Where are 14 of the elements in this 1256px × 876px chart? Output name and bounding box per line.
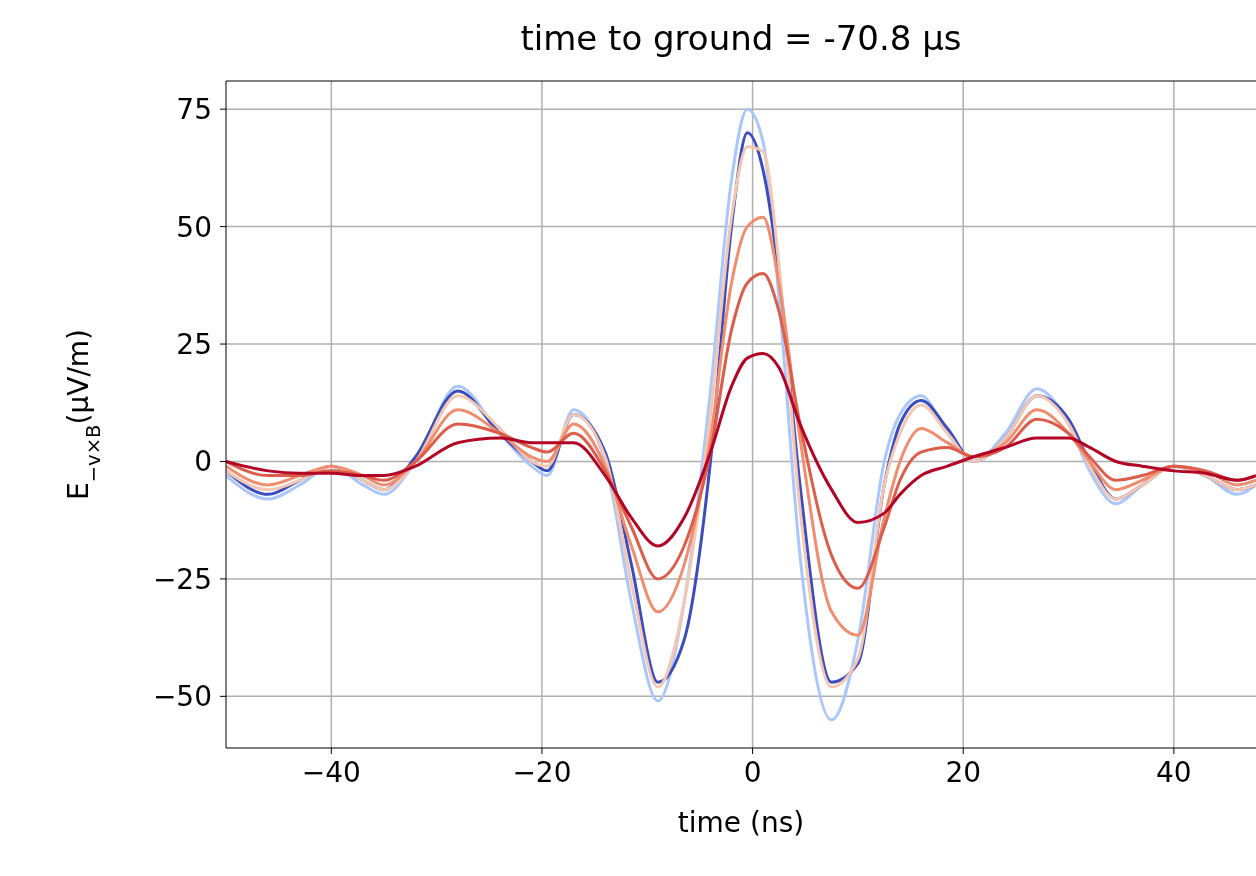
y-tick-label: 0: [194, 445, 212, 479]
y-tick-label: 25: [176, 327, 212, 361]
y-tick-label: 50: [176, 210, 212, 244]
x-tick-label: −40: [301, 755, 361, 789]
x-tick-label: −20: [512, 755, 572, 789]
x-tick-label: 0: [743, 755, 762, 789]
y-tick-label: −50: [152, 680, 212, 714]
x-tick-label: 40: [1156, 755, 1192, 789]
y-tick-label: 75: [176, 93, 212, 127]
chart-title: time to ground = -70.8 μs: [519, 18, 963, 58]
line-series: [226, 351, 1256, 548]
y-tick-label: −25: [152, 562, 212, 596]
x-axis-title: time (ns): [677, 806, 805, 839]
x-tick-label: 20: [945, 755, 982, 789]
